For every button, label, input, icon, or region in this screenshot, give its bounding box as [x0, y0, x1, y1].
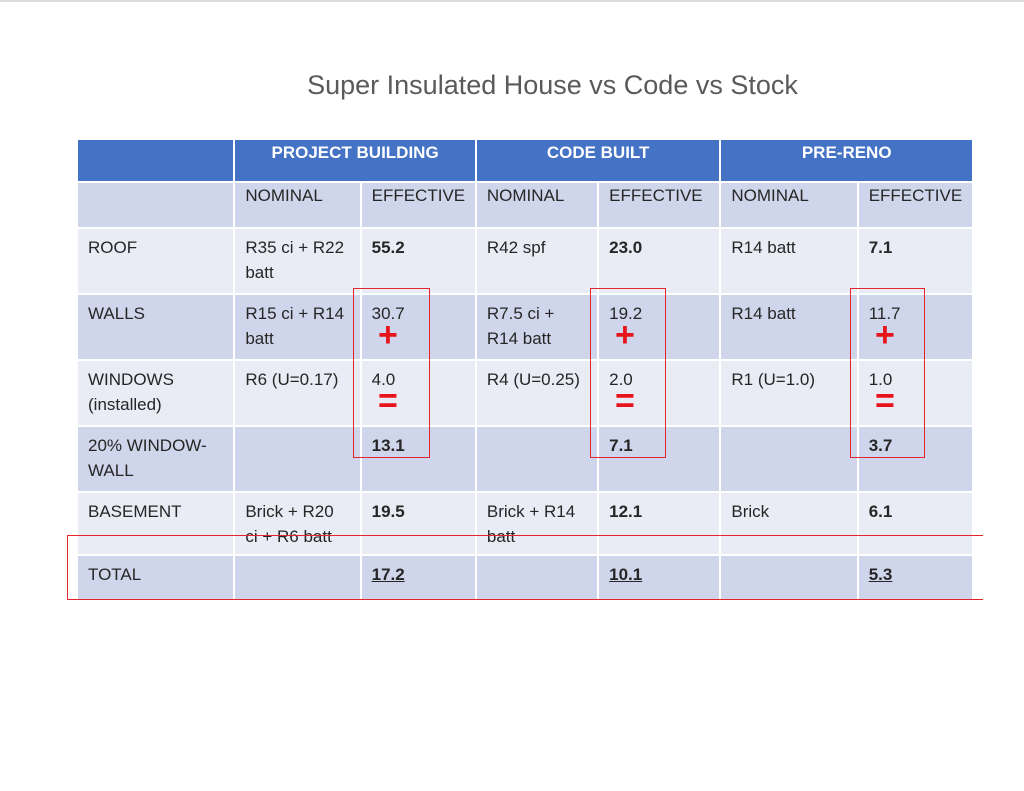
nominal-cell: [235, 556, 360, 600]
effective-cell: 23.0: [599, 229, 720, 293]
subheader-row: NOMINAL EFFECTIVE NOMINAL EFFECTIVE NOMI…: [78, 183, 972, 227]
effective-cell: 4.0: [361, 361, 475, 425]
highlight-box-total: [67, 535, 983, 600]
nominal-cell: Brick + R20 ci + R6 batt: [235, 493, 360, 554]
subheader-nominal: NOMINAL: [235, 183, 360, 227]
subheader-effective: EFFECTIVE: [858, 183, 972, 227]
effective-cell: 13.1: [361, 427, 475, 491]
equals-icon: =: [615, 382, 635, 420]
nominal-cell: Brick: [721, 493, 857, 554]
plus-icon: +: [615, 316, 635, 354]
effective-cell: 7.1: [599, 427, 720, 491]
subheader-effective: EFFECTIVE: [599, 183, 720, 227]
group-header-code-built: CODE BUILT: [476, 140, 720, 181]
nominal-cell: [721, 556, 857, 600]
nominal-cell: R35 ci + R22 batt: [235, 229, 360, 293]
row-label: TOTAL: [78, 556, 234, 600]
row-label: WINDOWS (installed): [78, 361, 234, 425]
equals-icon: =: [378, 382, 398, 420]
nominal-cell: R7.5 ci + R14 batt: [476, 295, 598, 359]
group-header-project-building: PROJECT BUILDING: [235, 140, 475, 181]
effective-cell: 2.0: [599, 361, 720, 425]
effective-cell: 5.3: [858, 556, 972, 600]
highlight-box-code: [590, 288, 666, 458]
subheader-corner: [78, 183, 234, 227]
highlight-box-project: [353, 288, 430, 458]
subheader-effective: EFFECTIVE: [361, 183, 475, 227]
nominal-cell: R6 (U=0.17): [235, 361, 360, 425]
table-row-walls: WALLS R15 ci + R14 batt 30.7 R7.5 ci + R…: [78, 295, 972, 359]
plus-icon: +: [378, 316, 398, 354]
row-label: 20% WINDOW-WALL: [78, 427, 234, 491]
nominal-cell: [721, 427, 857, 491]
subheader-nominal: NOMINAL: [721, 183, 857, 227]
nominal-cell: R14 batt: [721, 295, 857, 359]
effective-cell: 11.7: [858, 295, 972, 359]
effective-cell: 19.2: [599, 295, 720, 359]
nominal-cell: R15 ci + R14 batt: [235, 295, 360, 359]
table-row-total: TOTAL 17.2 10.1 5.3: [78, 556, 972, 600]
effective-cell: 12.1: [599, 493, 720, 554]
effective-cell: 30.7: [361, 295, 475, 359]
highlight-box-prereno: [850, 288, 925, 458]
nominal-cell: [476, 427, 598, 491]
row-label: ROOF: [78, 229, 234, 293]
top-rule: [0, 0, 1024, 2]
effective-cell: 1.0: [858, 361, 972, 425]
nominal-cell: R1 (U=1.0): [721, 361, 857, 425]
nominal-cell: R14 batt: [721, 229, 857, 293]
effective-cell: 19.5: [361, 493, 475, 554]
table-row-basement: BASEMENT Brick + R20 ci + R6 batt 19.5 B…: [78, 493, 972, 554]
nominal-cell: [476, 556, 598, 600]
effective-cell: 17.2: [361, 556, 475, 600]
table-row-roof: ROOF R35 ci + R22 batt 55.2 R42 spf 23.0…: [78, 229, 972, 293]
row-label: WALLS: [78, 295, 234, 359]
effective-cell: 55.2: [361, 229, 475, 293]
nominal-cell: R42 spf: [476, 229, 598, 293]
plus-icon: +: [875, 316, 895, 354]
table-row-window-wall: 20% WINDOW-WALL 13.1 7.1 3.7: [78, 427, 972, 491]
effective-cell: 6.1: [858, 493, 972, 554]
equals-icon: =: [875, 382, 895, 420]
comparison-table: PROJECT BUILDING CODE BUILT PRE-RENO NOM…: [76, 138, 974, 602]
effective-cell: 10.1: [599, 556, 720, 600]
header-corner: [78, 140, 234, 181]
effective-cell: 3.7: [858, 427, 972, 491]
row-label: BASEMENT: [78, 493, 234, 554]
nominal-cell: R4 (U=0.25): [476, 361, 598, 425]
nominal-cell: Brick + R14 batt: [476, 493, 598, 554]
nominal-cell: [235, 427, 360, 491]
table-row-windows: WINDOWS (installed) R6 (U=0.17) 4.0 R4 (…: [78, 361, 972, 425]
group-header-pre-reno: PRE-RENO: [721, 140, 972, 181]
effective-cell: 7.1: [858, 229, 972, 293]
subheader-nominal: NOMINAL: [476, 183, 598, 227]
slide-title: Super Insulated House vs Code vs Stock: [307, 70, 798, 100]
group-header-row: PROJECT BUILDING CODE BUILT PRE-RENO: [78, 140, 972, 181]
